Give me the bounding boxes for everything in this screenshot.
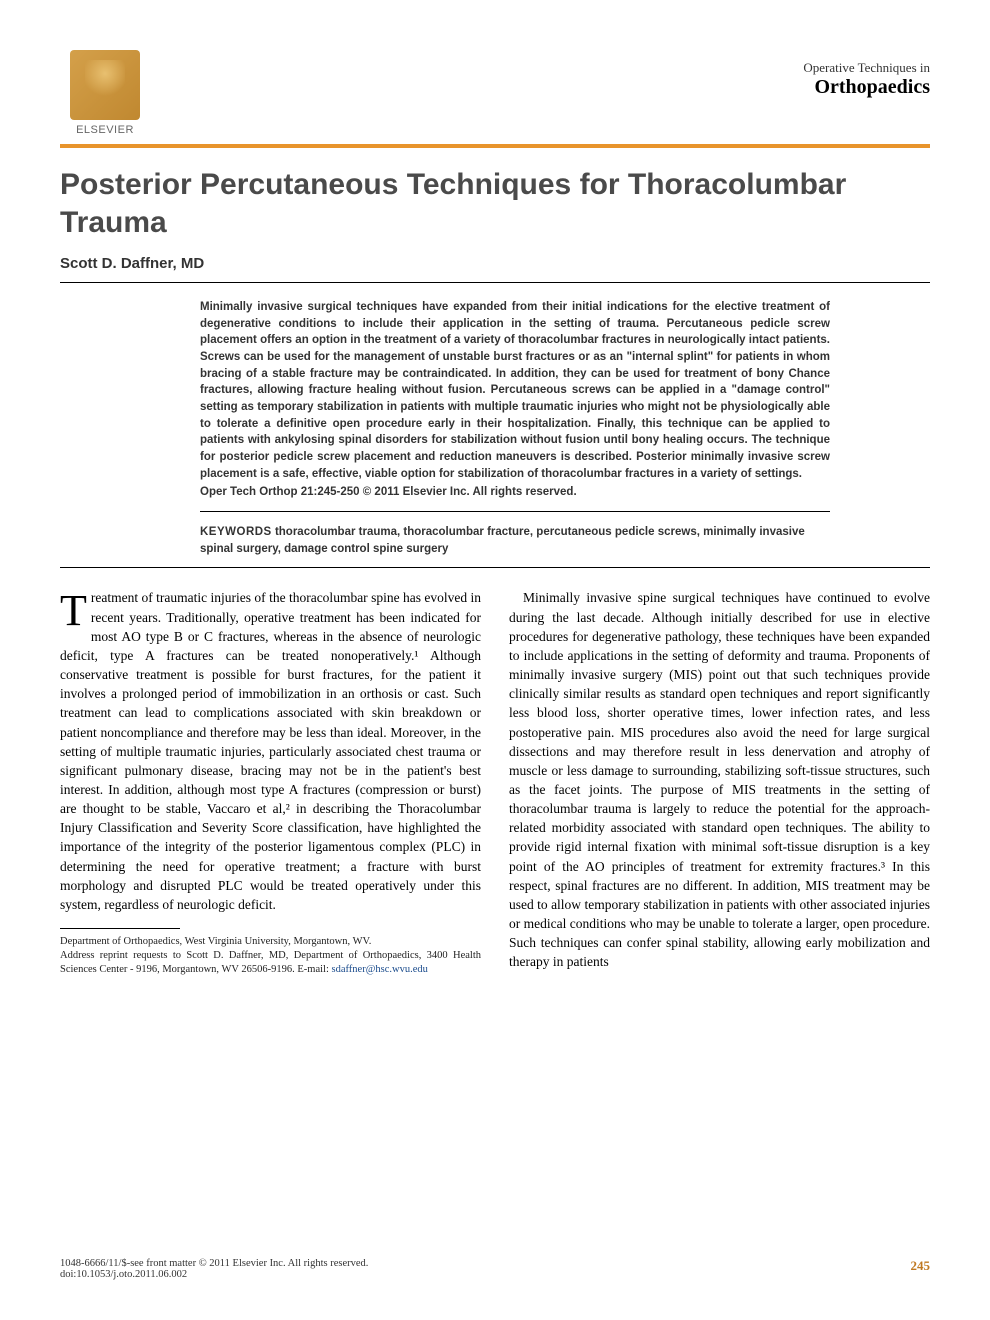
footnote-rule <box>60 928 180 929</box>
column-left: Treatment of traumatic injuries of the t… <box>60 588 481 977</box>
publisher-logo-block: ELSEVIER <box>60 50 150 136</box>
column-right: Minimally invasive spine surgical techni… <box>509 588 930 977</box>
abstract-text: Minimally invasive surgical techniques h… <box>200 301 830 480</box>
keywords-label: KEYWORDS <box>200 526 272 538</box>
footer-left: 1048-6666/11/$-see front matter © 2011 E… <box>60 1258 368 1280</box>
footnote-block: Department of Orthopaedics, West Virgini… <box>60 935 481 978</box>
header-rule <box>60 144 930 148</box>
publisher-name: ELSEVIER <box>76 124 134 136</box>
footnote-affiliation: Department of Orthopaedics, West Virgini… <box>60 935 481 949</box>
header-row: ELSEVIER Operative Techniques in Orthopa… <box>60 50 930 136</box>
body-paragraph-1: Treatment of traumatic injuries of the t… <box>60 588 481 914</box>
abstract-rule <box>200 511 830 512</box>
body-paragraph-2: Minimally invasive spine surgical techni… <box>509 588 930 971</box>
footnote-address: Address reprint requests to Scott D. Daf… <box>60 949 481 977</box>
author-rule <box>60 282 930 283</box>
abstract-block: Minimally invasive surgical techniques h… <box>200 299 830 501</box>
journal-title-block: Operative Techniques in Orthopaedics <box>803 60 930 99</box>
body-p1-text: reatment of traumatic injuries of the th… <box>60 590 481 912</box>
keywords-rule <box>60 567 930 568</box>
abstract-citation: Oper Tech Orthop 21:245-250 © 2011 Elsev… <box>200 484 830 501</box>
body-columns: Treatment of traumatic injuries of the t… <box>60 588 930 977</box>
journal-title: Orthopaedics <box>803 76 930 99</box>
page-number: 245 <box>911 1258 931 1280</box>
footnote-email[interactable]: sdaffner@hsc.wvu.edu <box>332 964 428 975</box>
keywords-text: thoracolumbar trauma, thoracolumbar frac… <box>200 526 805 555</box>
article-title: Posterior Percutaneous Techniques for Th… <box>60 166 930 241</box>
footer-doi: doi:10.1053/j.oto.2011.06.002 <box>60 1269 368 1280</box>
keywords-block: KEYWORDS thoracolumbar trauma, thoracolu… <box>200 524 830 557</box>
journal-subtitle: Operative Techniques in <box>803 60 930 76</box>
page-footer: 1048-6666/11/$-see front matter © 2011 E… <box>60 1258 930 1280</box>
elsevier-tree-icon <box>70 50 140 120</box>
footer-copyright: 1048-6666/11/$-see front matter © 2011 E… <box>60 1258 368 1269</box>
dropcap: T <box>60 588 91 629</box>
article-author: Scott D. Daffner, MD <box>60 255 930 272</box>
